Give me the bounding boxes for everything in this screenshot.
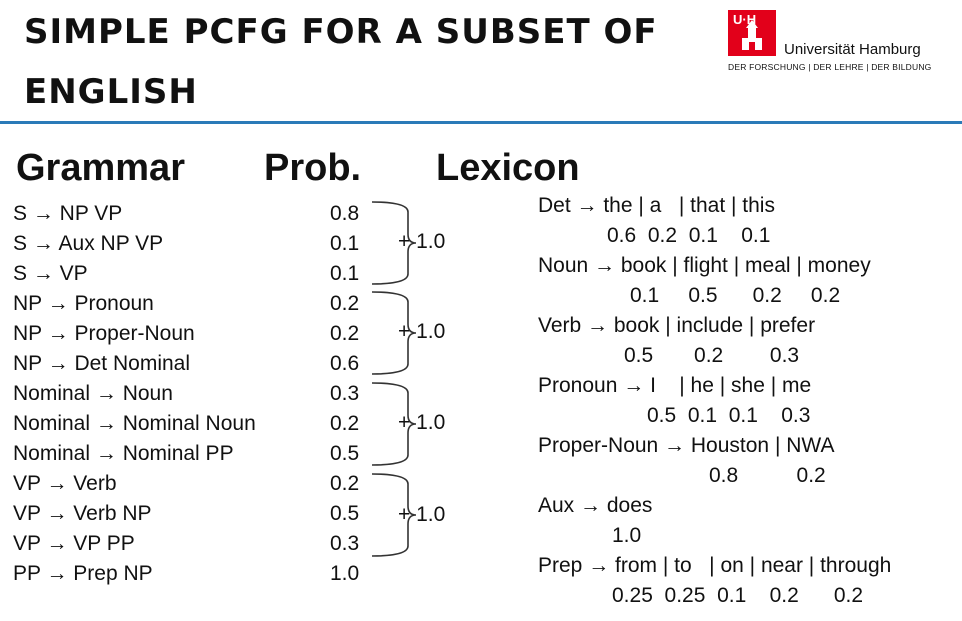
group-sum: + 1.0 (398, 230, 446, 253)
grammar-rule: Nominal → Nominal PP (13, 442, 234, 465)
logo-name: Universität Hamburg (784, 41, 921, 58)
lexicon-rule: Prep → from | to | on | near | through (538, 554, 892, 577)
lexicon-rule: Verb → book | include | prefer (538, 314, 816, 337)
rule-probability: 0.1 (330, 232, 360, 255)
rule-probability: 0.2 (330, 472, 360, 495)
group-sum: + 1.0 (398, 320, 446, 343)
grammar-rule: S → NP VP (13, 202, 123, 225)
grammar-rule: VP → VP PP (13, 532, 135, 555)
grammar-rule: NP → Det Nominal (13, 352, 191, 375)
sum-brace-vp (370, 472, 418, 558)
tower-icon (742, 20, 762, 50)
rule-probability: 0.3 (330, 382, 360, 405)
sum-brace-s (370, 200, 418, 286)
group-sum: + 1.0 (398, 411, 446, 434)
rule-probability: 0.2 (330, 292, 360, 315)
lexicon-probs: 0.6 0.2 0.1 0.1 (607, 224, 771, 247)
lexicon-rule: Aux → does (538, 494, 653, 517)
lexicon-probs: 0.1 0.5 0.2 0.2 (630, 284, 841, 307)
grammar-rule: NP → Pronoun (13, 292, 154, 315)
lexicon-probs: 0.25 0.25 0.1 0.2 0.2 (612, 584, 864, 607)
lexicon-rule: Det → the | a | that | this (538, 194, 775, 217)
lexicon-rule: Pronoun → I | he | she | me (538, 374, 812, 397)
sum-brace-nominal (370, 381, 418, 467)
lexicon-probs: 1.0 (612, 524, 642, 547)
university-logo: U·H Universität Hamburg DER FORSCHUNG | … (728, 10, 958, 80)
grammar-rule: Nominal → Noun (13, 382, 173, 405)
grammar-rule: VP → Verb (13, 472, 117, 495)
grammar-rule: S → Aux NP VP (13, 232, 164, 255)
header-divider (0, 121, 962, 124)
rule-probability: 0.8 (330, 202, 360, 225)
rule-probability: 0.6 (330, 352, 360, 375)
rule-probability: 1.0 (330, 562, 360, 585)
grammar-rule: NP → Proper-Noun (13, 322, 195, 345)
prob-heading: Prob. (264, 147, 362, 189)
logo-badge: U·H (728, 10, 776, 56)
grammar-rule: Nominal → Nominal Noun (13, 412, 256, 435)
rule-probability: 0.5 (330, 442, 360, 465)
lexicon-probs: 0.5 0.2 0.3 (624, 344, 800, 367)
lexicon-rule: Noun → book | flight | meal | money (538, 254, 871, 277)
grammar-rule: PP → Prep NP (13, 562, 153, 585)
lexicon-heading: Lexicon (436, 147, 580, 189)
rule-probability: 0.2 (330, 412, 360, 435)
rule-probability: 0.1 (330, 262, 360, 285)
rule-probability: 0.3 (330, 532, 360, 555)
slide-title: SIMPLE PCFG FOR A SUBSET OF ENGLISH (24, 12, 658, 112)
grammar-heading: Grammar (16, 147, 185, 189)
rule-probability: 0.2 (330, 322, 360, 345)
rule-probability: 0.5 (330, 502, 360, 525)
lexicon-probs: 0.5 0.1 0.1 0.3 (647, 404, 811, 427)
group-sum: + 1.0 (398, 503, 446, 526)
sum-brace-np (370, 290, 418, 376)
grammar-rule: S → VP (13, 262, 88, 285)
lexicon-probs: 0.8 0.2 (709, 464, 826, 487)
grammar-rule: VP → Verb NP (13, 502, 152, 525)
lexicon-rule: Proper-Noun → Houston | NWA (538, 434, 835, 457)
logo-tagline: DER FORSCHUNG | DER LEHRE | DER BILDUNG (728, 62, 932, 72)
